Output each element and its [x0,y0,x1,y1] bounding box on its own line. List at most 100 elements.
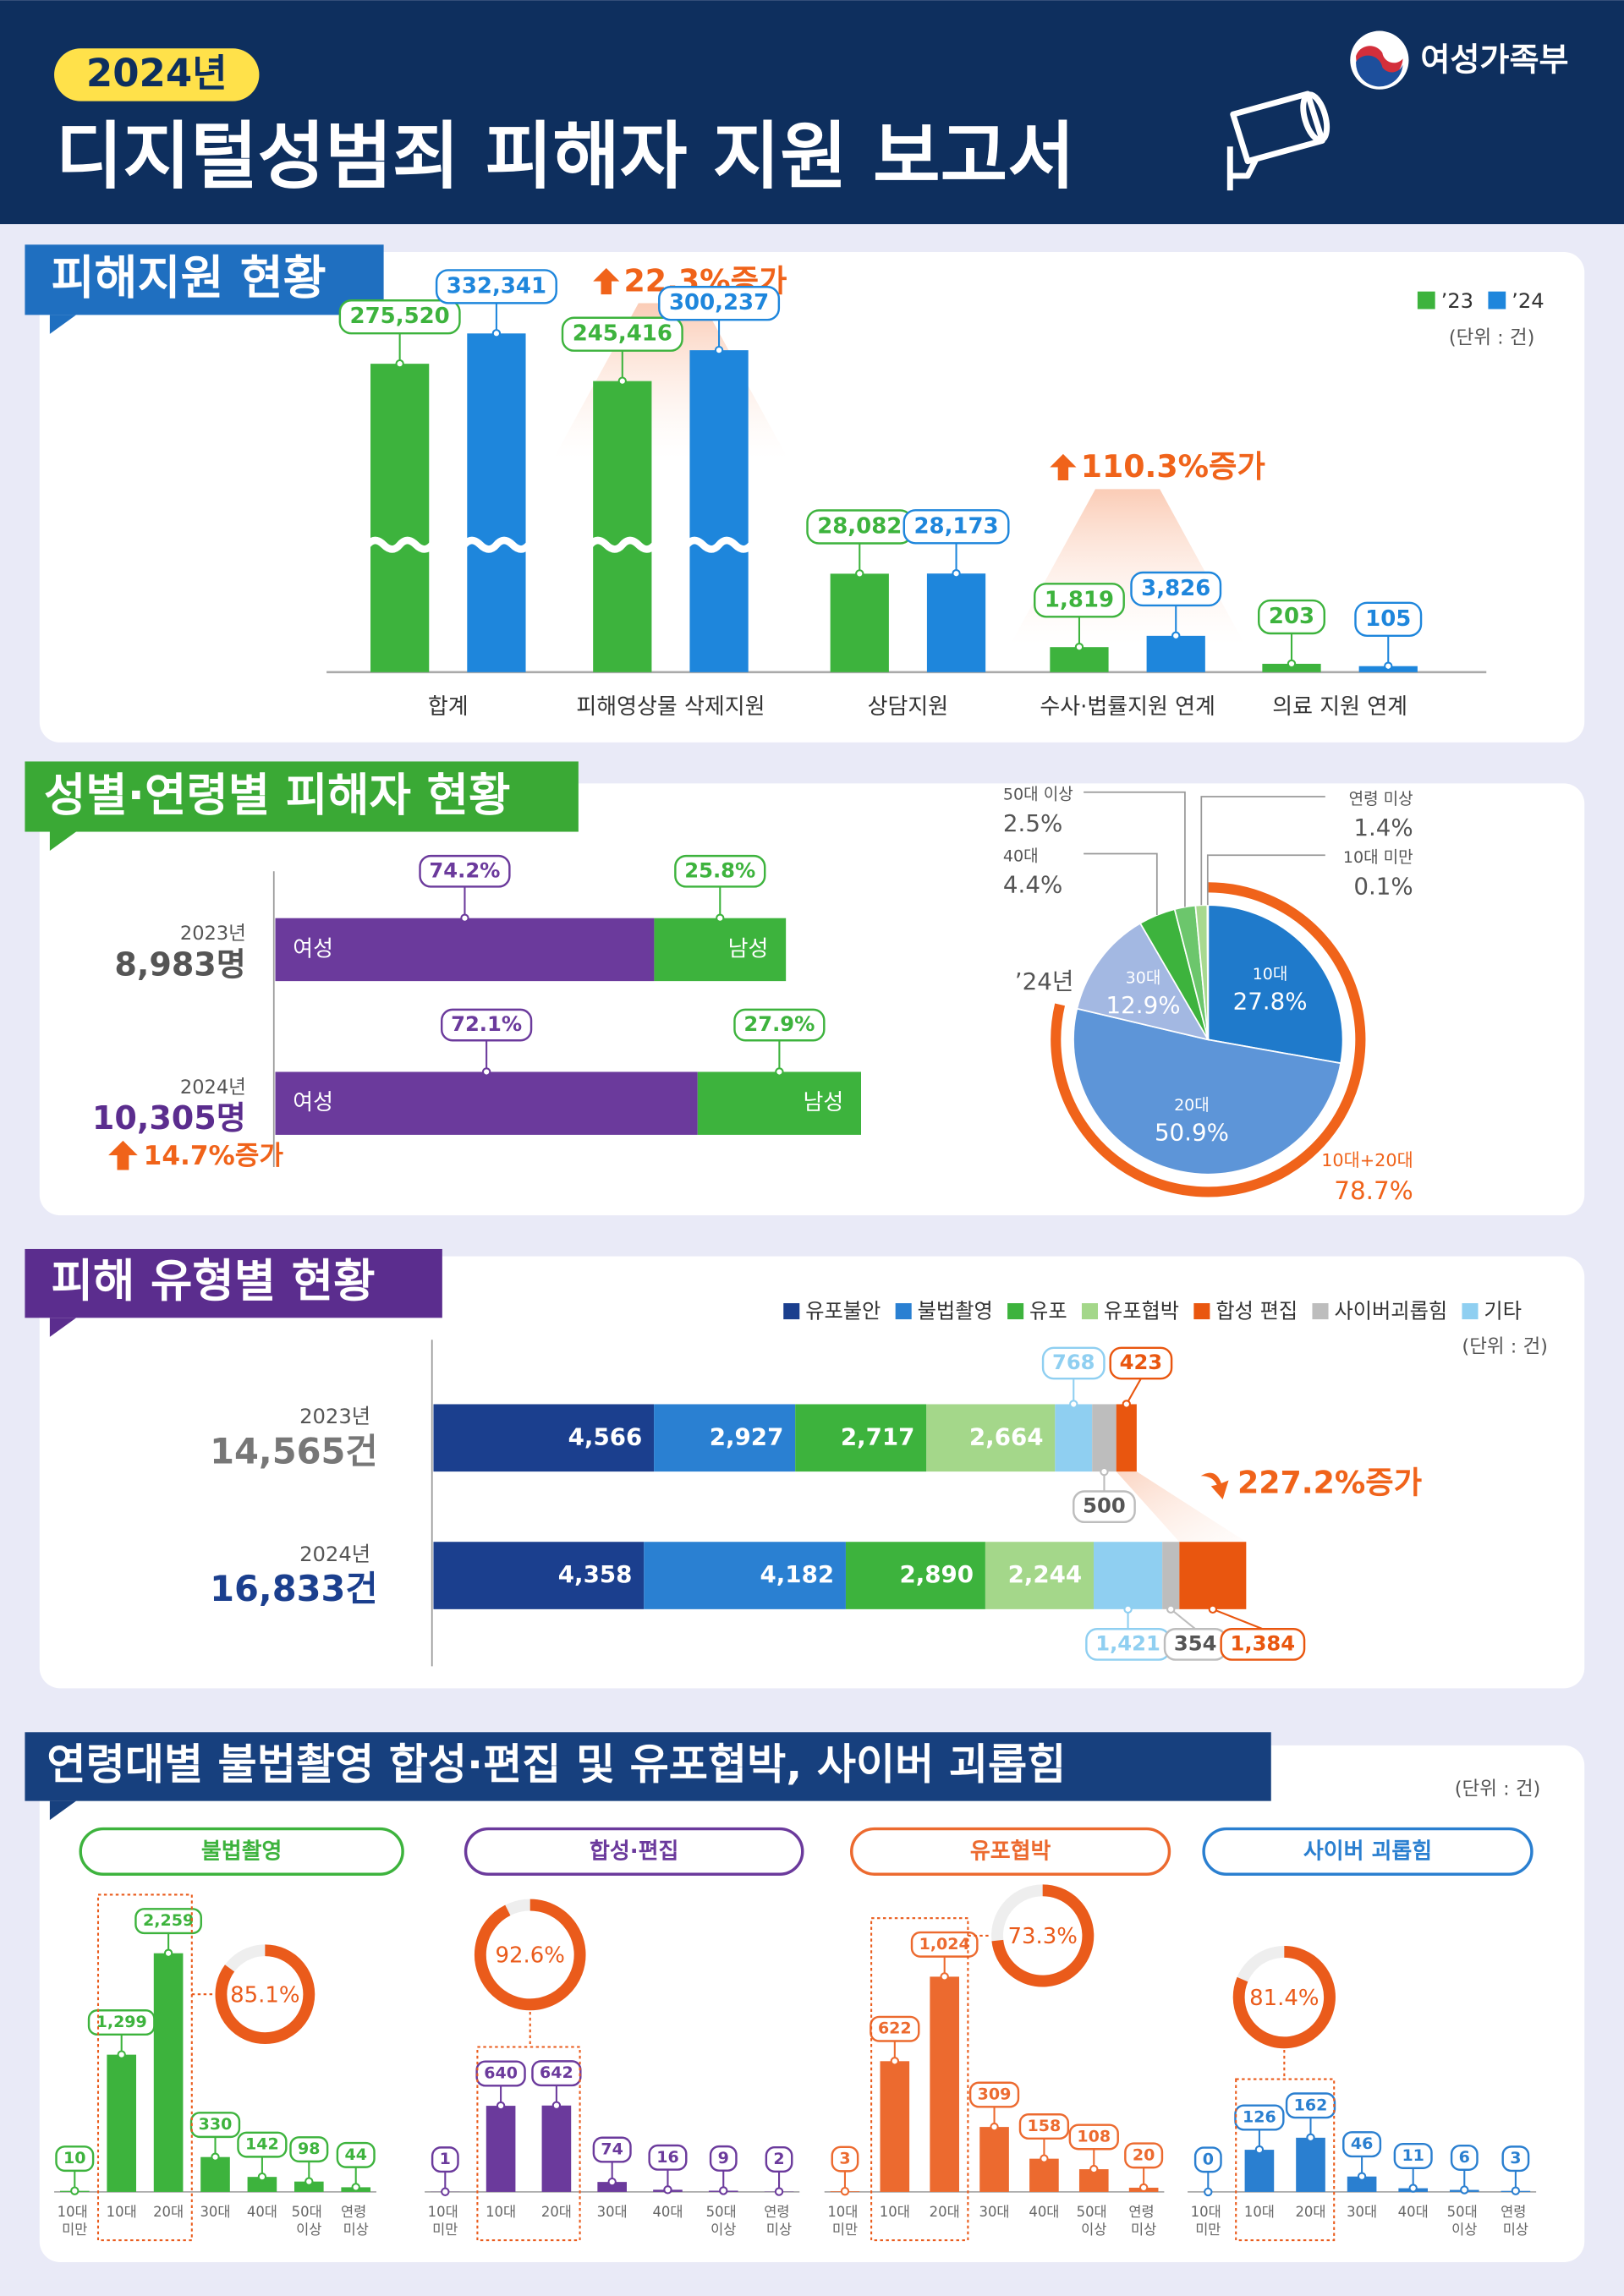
highlight-value: 78.7% [1334,1176,1413,1205]
section-tab [25,761,579,832]
x-tick-label: 20대 [153,2204,184,2220]
axis-break [683,536,754,553]
x-tick-label-line: 40대 [247,2204,277,2220]
bar-segment [1162,1542,1180,1609]
x-tick-label-line: 연령 [1501,2204,1530,2220]
x-tick-label-line: 20대 [1295,2204,1325,2220]
x-tick-label-line: 이상 [296,2221,321,2237]
value-label: 245,416 [573,321,672,347]
value-label-group: 622 [870,2015,920,2042]
slice-category: 연령 미상 [1349,790,1413,808]
x-tick-label: 상담지원 [868,694,949,720]
value-label: 0 [1203,2150,1214,2168]
highlight-label: 10대+20대 [1321,1150,1413,1170]
x-tick-label: 30대 [597,2204,628,2220]
x-tick-label: 20대 [541,2204,572,2220]
value-label: 300,237 [669,290,769,315]
x-tick-label-line: 10대 [1244,2204,1275,2220]
value-label-group: 330 [189,2112,241,2139]
value-label-group: 16 [648,2144,688,2171]
value-label-group: 245,416 [561,316,683,352]
connector-dot [990,2122,999,2132]
axis-break [587,536,658,553]
value-label-group: 3 [831,2145,859,2173]
value-label: 105 [1365,606,1411,632]
x-tick-label: 40대 [1029,2204,1059,2220]
value-label: 1 [440,2150,451,2168]
value-label: 1,384 [1231,1631,1296,1655]
highlight-glow [1116,1471,1247,1543]
legend-label: 유포 [1029,1299,1067,1323]
segment-value: 4,566 [568,1422,643,1450]
camera-icon [1226,90,1330,191]
value-label: 332,341 [447,273,546,299]
segment-value: 2,664 [969,1422,1044,1450]
bar [467,333,526,672]
connector-dot [351,2183,360,2192]
x-tick-label-line: 연령 [764,2204,793,2220]
slice-value: 1.4% [1353,814,1413,841]
pie-slice [1206,904,1210,1040]
section-title: 피해지원 현황 [52,252,326,306]
value-label-group: 74.2% [419,854,511,888]
connector-dot [775,1067,784,1077]
segment-name: 남성 [728,936,769,962]
bar-segment [1116,1404,1137,1472]
value-label: 309 [978,2085,1012,2104]
slice-category: 20대 [1174,1096,1210,1115]
value-label-group: 162 [1285,2092,1336,2119]
ministry-name: 여성가족부 [1420,41,1568,78]
legend-label: ’24 [1512,289,1544,313]
panel-title-pill [79,1827,404,1876]
value-label: 500 [1083,1494,1126,1518]
x-tick-label: 20대 [1295,2204,1325,2220]
legend-swatch [1007,1303,1024,1320]
x-tick-label-line: 50대 [292,2204,326,2220]
x-tick-label-line: 50대 [1447,2204,1482,2220]
legend-label: 사이버괴롭힘 [1334,1299,1447,1323]
bar-segment [1092,1404,1116,1472]
x-tick-label: 10대 [1244,2204,1275,2220]
value-label: 622 [878,2019,912,2038]
connector-dot [1069,1400,1078,1409]
connector-dot [257,2172,267,2182]
x-tick-label-line: 이상 [1081,2221,1106,2237]
total-label: 10,305명 [92,1099,246,1137]
slice-category: 30대 [1126,968,1161,987]
x-tick-label: 10대 미만 [1191,2204,1226,2238]
connector-dot [940,1972,949,1981]
x-tick-label-line: 20대 [153,2204,184,2220]
bar [593,381,652,672]
annotation: 227.2%증가 [1237,1465,1422,1501]
value-label: 28,173 [914,513,998,539]
value-label-group: 44 [336,2141,376,2168]
bar-segment [644,1542,846,1609]
connector-dot [617,376,627,386]
x-tick-label-line: 미만 [432,2221,458,2237]
value-label: 642 [540,2063,573,2082]
total-label: 16,833건 [210,1568,378,1609]
x-tick-label: 10대 미만 [58,2204,92,2238]
slice-value: 27.8% [1233,987,1308,1015]
value-label-group: 203 [1258,599,1325,635]
value-label-group: 28,082 [806,509,914,545]
legend-label: 불법촬영 [918,1299,993,1323]
connector-dot [1460,2185,1469,2195]
connector-dot [395,359,404,369]
value-label: 330 [199,2115,233,2134]
value-label-group: 46 [1342,2131,1382,2158]
value-label-group: 332,341 [435,269,557,304]
x-tick-label-line: 연령 [341,2204,370,2220]
connector-dot [952,569,961,578]
axis-break [461,536,532,553]
value-label: 11 [1402,2146,1424,2165]
x-tick-label: 10대 [107,2204,137,2220]
section-title: 성별·연령별 피해자 현황 [44,768,510,821]
bar [1296,2137,1325,2192]
legend-label: 기타 [1484,1299,1522,1323]
value-label-group: 3 [1501,2145,1530,2173]
value-label: 354 [1174,1631,1217,1655]
connector-dot [719,2186,728,2195]
x-tick-label-line: 이상 [710,2221,736,2237]
x-tick-label: 40대 [1398,2204,1429,2220]
